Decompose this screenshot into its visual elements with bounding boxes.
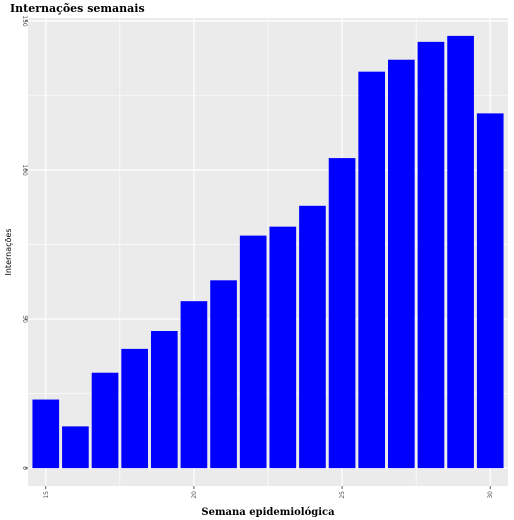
bar-week-20 (180, 301, 208, 469)
bar-week-24 (299, 205, 326, 469)
y-tick-label: 100 (21, 164, 28, 176)
x-tick-label: 30 (487, 491, 494, 499)
bar-week-26 (358, 71, 386, 469)
y-axis-ticks: 0 50 100 150 (21, 15, 28, 470)
chart-title: Internações semanais (10, 2, 145, 15)
y-tick-label: 0 (21, 466, 28, 470)
bar-week-29 (447, 35, 474, 469)
bar-week-28 (417, 41, 445, 469)
bar-week-15 (32, 399, 60, 469)
x-tick-label: 15 (43, 491, 50, 499)
bar-week-27 (388, 59, 415, 469)
bar-week-18 (121, 348, 148, 469)
x-axis-title: Semana epidemiológica (201, 507, 335, 518)
y-tick-label: 50 (21, 315, 28, 323)
x-axis-ticks: 15 20 25 30 (43, 486, 494, 499)
bar-week-17 (91, 372, 119, 469)
y-axis-title: Internações (4, 229, 13, 276)
bars (32, 35, 504, 469)
bar-week-16 (62, 426, 89, 469)
x-tick-label: 25 (339, 491, 346, 499)
bar-week-19 (150, 330, 178, 469)
y-tick-label: 150 (21, 15, 28, 27)
bar-week-23 (269, 226, 297, 469)
bar-week-25 (328, 158, 356, 469)
x-tick-label: 20 (191, 491, 198, 499)
bar-week-30 (476, 113, 504, 469)
bar-week-21 (210, 280, 237, 469)
bar-week-22 (239, 235, 267, 469)
